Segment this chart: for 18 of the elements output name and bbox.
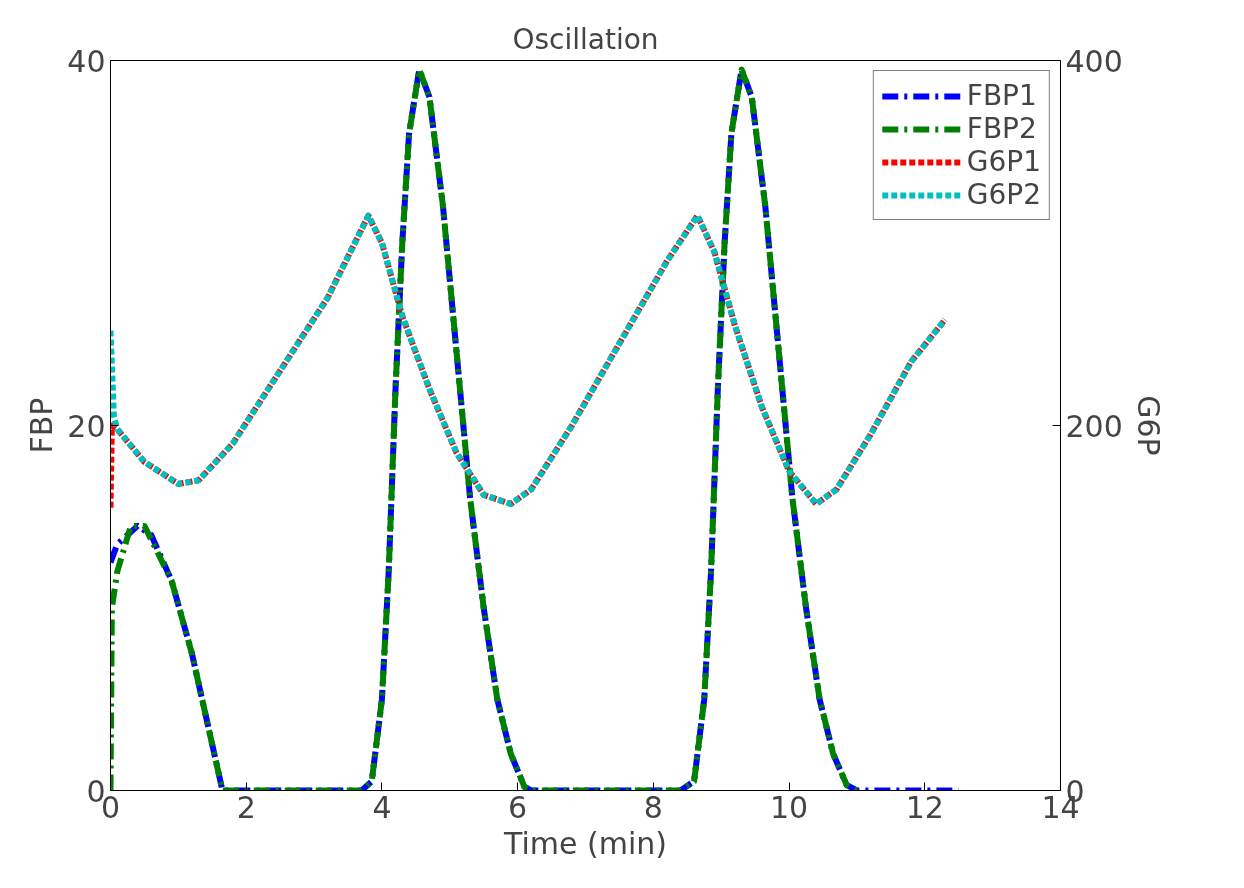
x-axis-title: Time (min)	[503, 825, 667, 861]
x-tick-label: 4	[372, 789, 392, 825]
y2-tick-label: 200	[1065, 408, 1123, 444]
x-tick-label: 8	[643, 789, 663, 825]
y-tick-label: 40	[67, 43, 106, 79]
y-tick-label: 20	[67, 408, 106, 444]
x-tick-label: 6	[508, 789, 528, 825]
y2-tick-label: 400	[1065, 43, 1123, 79]
legend-label: G6P1	[966, 145, 1041, 178]
y-axis-title: FBP	[24, 397, 60, 454]
x-tick-label: 12	[905, 789, 944, 825]
x-tick-label: 2	[236, 789, 256, 825]
x-tick-label: 10	[769, 789, 809, 825]
legend-label: FBP2	[966, 112, 1037, 145]
chart-title: Oscillation	[512, 22, 659, 56]
legend-label: G6P2	[966, 178, 1041, 211]
legend-label: FBP1	[966, 79, 1037, 112]
y2-axis-title: G6P	[1130, 395, 1166, 456]
